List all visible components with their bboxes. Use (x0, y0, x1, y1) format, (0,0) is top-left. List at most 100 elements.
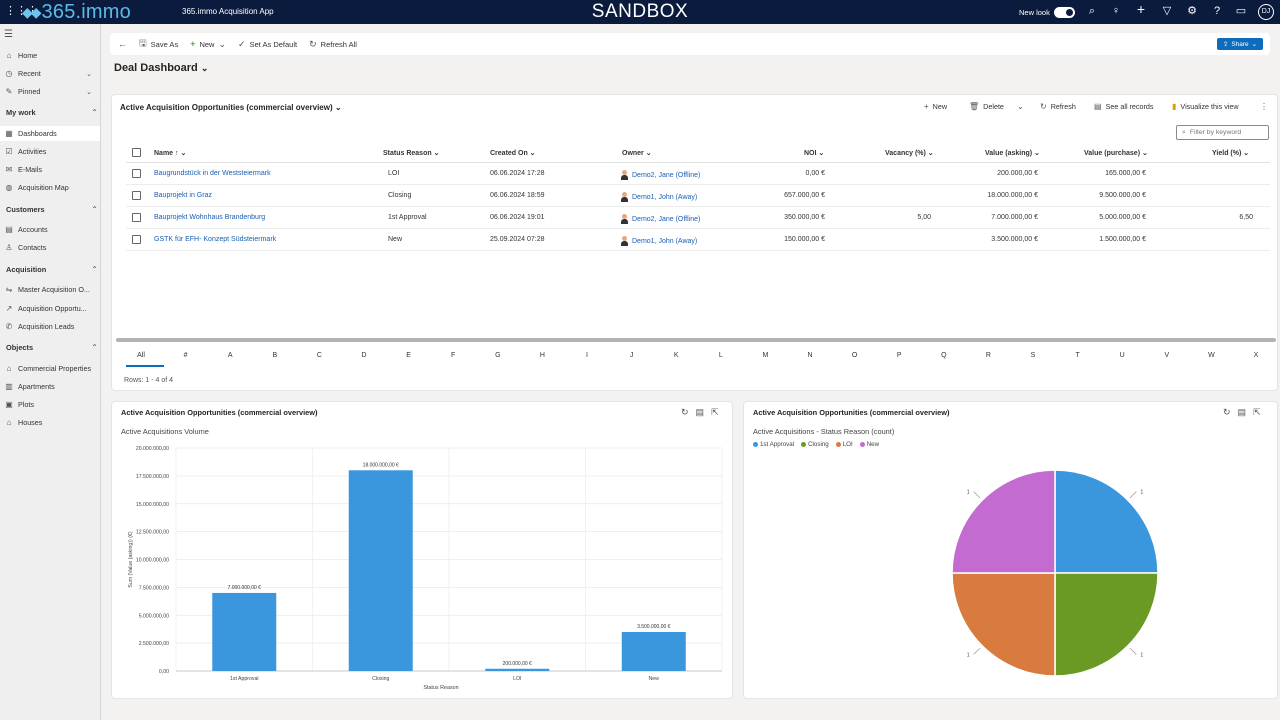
bar-1st-approval[interactable] (212, 592, 277, 671)
bar-new[interactable] (621, 631, 686, 671)
save-as-button[interactable]: 🖫 Save As (139, 36, 178, 52)
alphabet-letter-n[interactable]: N (807, 352, 813, 359)
refresh-icon[interactable]: ↻ (1223, 407, 1231, 417)
filter-icon[interactable]: ▽ (1162, 5, 1172, 17)
col-header-yield[interactable]: Yield (%) ⌄ (1212, 150, 1250, 157)
col-header-purchase[interactable]: Value (purchase) ⌄ (1084, 150, 1148, 157)
col-header-status[interactable]: Status Reason ⌄ (383, 150, 440, 157)
cell-owner[interactable]: Demo1, John (Away) (620, 192, 697, 202)
sidebar-item-houses[interactable]: ⌂ Houses (0, 415, 100, 430)
table-row[interactable]: GSTK für EFH- Konzept Südsteiermark New … (126, 229, 1270, 251)
chart-card-title[interactable]: Active Acquisition Opportunities (commer… (753, 408, 950, 417)
alphabet-letter-s[interactable]: S (1030, 352, 1036, 359)
grid-title[interactable]: Active Acquisition Opportunities (commer… (120, 103, 342, 112)
pie-slice-closing[interactable] (1054, 572, 1159, 677)
search-icon[interactable]: ⌕ (1088, 5, 1096, 17)
alphabet-letter-v[interactable]: V (1164, 352, 1170, 359)
select-all-checkbox[interactable] (132, 148, 141, 157)
alphabet-letter-o[interactable]: O (851, 352, 858, 359)
alphabet-letter-i[interactable]: I (586, 352, 588, 359)
alphabet-letter-b[interactable]: B (272, 352, 278, 359)
row-checkbox[interactable] (132, 169, 141, 178)
alphabet-letter-h[interactable]: H (539, 352, 545, 359)
row-checkbox[interactable] (132, 213, 141, 222)
refresh-all-button[interactable]: ↻ Refresh All (309, 39, 357, 50)
plus-icon[interactable]: + (1136, 1, 1146, 17)
col-header-vacancy[interactable]: Vacancy (%) ⌄ (885, 150, 934, 157)
grid-new-button[interactable]: + New (924, 102, 947, 111)
new-button[interactable]: + New ⌄ (190, 39, 226, 50)
table-row[interactable]: Bauprojekt in Graz Closing 06.06.2024 18… (126, 185, 1270, 207)
legend-item-1st-approval[interactable]: 1st Approval (753, 441, 794, 448)
avatar[interactable]: DJ (1258, 4, 1274, 20)
pie-slice-new[interactable] (951, 469, 1056, 574)
grid-more-chevron[interactable]: ⌄ (1017, 102, 1024, 111)
gear-icon[interactable]: ⚙ (1187, 5, 1197, 17)
grid-delete-button[interactable]: 🗑 Delete (969, 102, 1004, 111)
new-look-toggle[interactable] (1054, 7, 1075, 18)
sidebar-item-home[interactable]: ⌂ Home (0, 48, 100, 63)
sidebar-group-my-work[interactable]: My work ⌃ (6, 108, 98, 117)
cell-owner[interactable]: Demo2, Jane (Offline) (620, 170, 700, 180)
sidebar-group-acquisition[interactable]: Acquisition ⌃ (6, 265, 98, 274)
alphabet-letter-l[interactable]: L (718, 352, 723, 359)
col-header-owner[interactable]: Owner ⌄ (622, 150, 652, 157)
alphabet-letter-hash[interactable]: # (183, 352, 188, 359)
sidebar-item-accounts[interactable]: ▤ Accounts (0, 222, 100, 237)
sidebar-item-commercial-properties[interactable]: ⌂ Commercial Properties (0, 361, 100, 376)
sidebar-item-recent[interactable]: ◷ Recent ⌄ (0, 66, 100, 81)
alphabet-letter-m[interactable]: M (762, 352, 769, 359)
alphabet-letter-w[interactable]: W (1208, 352, 1215, 359)
alphabet-letter-e[interactable]: E (406, 352, 411, 359)
dashboard-title[interactable]: Deal Dashboard ⌄ (114, 62, 208, 74)
horizontal-scrollbar[interactable] (116, 338, 1276, 342)
chevron-down-icon[interactable]: ⌄ (218, 38, 227, 49)
cell-name[interactable]: Bauprojekt in Graz (154, 192, 212, 199)
sidebar-group-customers[interactable]: Customers ⌃ (6, 205, 98, 214)
expand-icon[interactable]: ⇱ (711, 407, 719, 417)
share-button[interactable]: ⇪ Share ⌄ (1217, 38, 1263, 50)
alphabet-letter-a[interactable]: A (227, 352, 233, 359)
legend-item-closing[interactable]: Closing (801, 441, 829, 448)
chart-card-title[interactable]: Active Acquisition Opportunities (commer… (121, 408, 318, 417)
sidebar-item-emails[interactable]: ✉ E-Mails (0, 162, 100, 177)
table-row[interactable]: Bauprojekt Wohnhaus Brandenburg 1st Appr… (126, 207, 1270, 229)
alphabet-letter-x[interactable]: X (1253, 352, 1259, 359)
grid-refresh-button[interactable]: ↻ Refresh (1040, 102, 1076, 111)
alphabet-letter-u[interactable]: U (1119, 352, 1125, 359)
alphabet-letter-p[interactable]: P (896, 352, 902, 359)
sidebar-item-contacts[interactable]: ♙ Contacts (0, 240, 100, 255)
cell-name[interactable]: Baugrundstück in der Weststeiermark (154, 170, 271, 177)
see-all-records-button[interactable]: ▤ See all records (1094, 102, 1154, 111)
alphabet-letter-r[interactable]: R (985, 352, 991, 359)
sidebar-group-objects[interactable]: Objects ⌃ (6, 343, 98, 352)
app-launcher-icon[interactable]: ⋮⋮⋮ (5, 5, 38, 17)
row-checkbox[interactable] (132, 191, 141, 200)
alphabet-letter-f[interactable]: F (451, 352, 456, 359)
col-header-name[interactable]: Name ↑ ⌄ (154, 150, 187, 157)
cell-name[interactable]: Bauprojekt Wohnhaus Brandenburg (154, 214, 266, 221)
alphabet-letter-c[interactable]: C (316, 352, 322, 359)
alphabet-letter-q[interactable]: Q (941, 352, 947, 359)
sidebar-item-apartments[interactable]: ▥ Apartments (0, 379, 100, 394)
chat-icon[interactable]: ▭ (1235, 5, 1247, 17)
lightbulb-icon[interactable]: ♀ (1111, 5, 1121, 17)
bar-loi[interactable] (485, 668, 550, 671)
sidebar-item-acquisition-opportunities[interactable]: ↗ Acquisition Opportu... (0, 301, 100, 316)
pie-slice-1st-approval[interactable] (1054, 469, 1159, 574)
table-row[interactable]: Baugrundstück in der Weststeiermark LOI … (126, 163, 1270, 185)
visualize-button[interactable]: ▮ Visualize this view (1172, 102, 1239, 111)
help-icon[interactable]: ? (1213, 5, 1221, 17)
sidebar-item-acquisition-map[interactable]: ◍ Acquisition Map (0, 180, 100, 195)
records-icon[interactable]: ▤ (1237, 407, 1247, 417)
hamburger-icon[interactable]: ☰ (4, 29, 13, 40)
alphabet-letter-g[interactable]: G (495, 352, 501, 359)
filter-input[interactable]: ⌕ Filter by keyword (1176, 125, 1269, 140)
alphabet-letter-k[interactable]: K (673, 352, 679, 359)
cell-name[interactable]: GSTK für EFH- Konzept Südsteiermark (154, 236, 277, 243)
alphabet-letter-d[interactable]: D (361, 352, 367, 359)
app-name[interactable]: 365.immo Acquisition App (182, 7, 274, 16)
alphabet-letter-t[interactable]: T (1075, 352, 1080, 359)
refresh-icon[interactable]: ↻ (681, 407, 689, 417)
legend-item-new[interactable]: New (859, 441, 879, 448)
